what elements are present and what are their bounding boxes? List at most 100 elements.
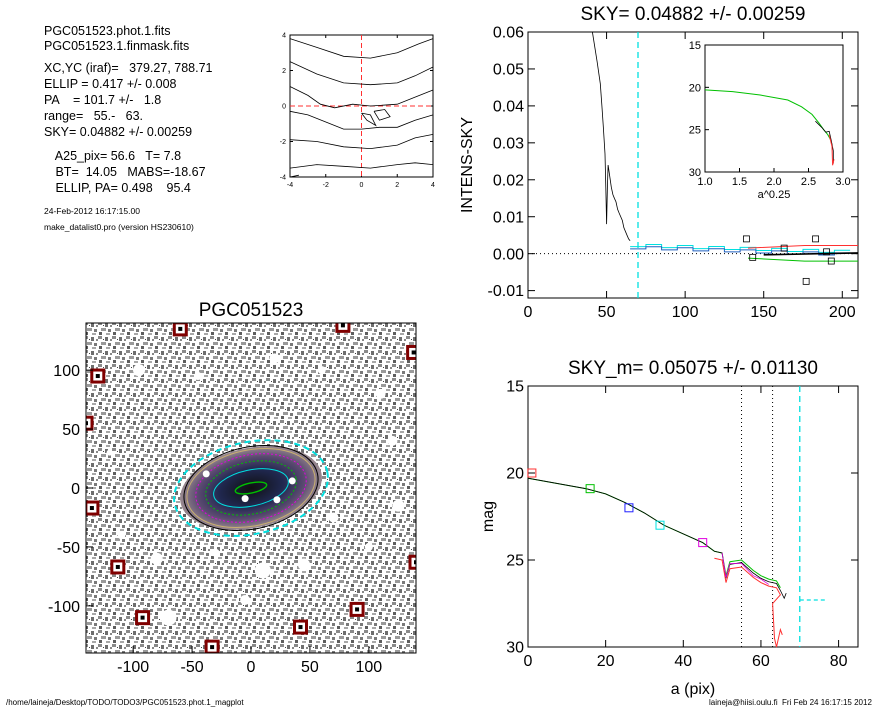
star-mask bbox=[392, 499, 405, 512]
blue-step-profile bbox=[630, 246, 851, 256]
sky-sample-point bbox=[749, 253, 757, 261]
y-tick-label: 50 bbox=[62, 422, 80, 439]
mask-square-center bbox=[89, 506, 94, 511]
x-tick-label: 40 bbox=[674, 653, 692, 670]
star-mask bbox=[117, 531, 126, 540]
plot-frame bbox=[527, 31, 859, 299]
y-tick-label: 0.00 bbox=[493, 246, 524, 263]
y-tick-label: 30 bbox=[506, 640, 524, 657]
sky-sample-point bbox=[802, 277, 810, 285]
star-mask bbox=[241, 495, 249, 503]
footer-user: laineja@hiisi.oulu.fi Fri Feb 24 16:17:1… bbox=[709, 698, 872, 707]
x-tick-label: 200 bbox=[829, 304, 856, 321]
mask-square-center bbox=[115, 564, 120, 569]
star-mask bbox=[202, 470, 210, 478]
star-mask bbox=[273, 496, 281, 504]
isophote-marker bbox=[698, 538, 708, 548]
star-mask bbox=[298, 558, 311, 571]
y-axis-label: mag bbox=[480, 501, 497, 532]
inset-profile-black bbox=[815, 120, 834, 164]
star-mask bbox=[254, 562, 271, 579]
x-axis-label: a (pix) bbox=[671, 681, 715, 698]
isophote-ellipse bbox=[186, 447, 316, 529]
y-tick-label: 0 bbox=[71, 481, 80, 498]
mask-square-center bbox=[95, 374, 100, 379]
mask-square-center bbox=[411, 350, 416, 355]
x-tick-label: -2 bbox=[323, 182, 329, 189]
header-line: ELLIP = 0.417 +/- 0.008 bbox=[44, 77, 177, 91]
inset-y-tick-label: 20 bbox=[689, 82, 701, 94]
chart-title: SKY_m= 0.05075 +/- 0.01130 bbox=[568, 358, 818, 379]
chart-title: PGC051523 bbox=[199, 300, 304, 321]
star-mask bbox=[375, 388, 386, 399]
sky-sample-point bbox=[812, 235, 819, 243]
y-tick-label: 0.06 bbox=[493, 25, 524, 42]
mag-profile-magenta bbox=[721, 552, 769, 585]
inset-profile-green bbox=[704, 89, 833, 146]
mean-sky-line bbox=[763, 252, 859, 256]
mag-profile-green bbox=[527, 477, 781, 589]
sky-sample-point bbox=[823, 248, 830, 256]
star-mask bbox=[160, 609, 177, 626]
isophote-ellipse bbox=[213, 468, 289, 508]
x-tick-label: 0 bbox=[247, 659, 256, 676]
y-tick-label: 15 bbox=[506, 379, 524, 396]
image-area bbox=[86, 323, 416, 653]
star-mask bbox=[133, 364, 146, 377]
isophote-marker bbox=[585, 484, 595, 494]
y-tick-label: -0.01 bbox=[488, 283, 525, 300]
mask-square-center bbox=[140, 615, 145, 620]
inset-y-tick-label: 25 bbox=[689, 125, 701, 137]
x-tick-label: 60 bbox=[752, 653, 770, 670]
star-mask bbox=[288, 477, 296, 485]
contour-line bbox=[289, 110, 434, 130]
header-date: 24-Feb-2012 16:17:15.00 bbox=[44, 206, 140, 216]
y-tick-label: 0.01 bbox=[493, 209, 524, 226]
red-level-line bbox=[747, 245, 858, 249]
inset-x-tick-label: 1.0 bbox=[697, 176, 712, 188]
contour-line bbox=[289, 38, 434, 59]
header-line: PGC051523.phot.1.fits bbox=[44, 24, 171, 38]
inset-x-tick-label: 1.5 bbox=[732, 176, 747, 188]
mask-square bbox=[408, 554, 416, 570]
inset-x-tick-label: 2.5 bbox=[801, 176, 816, 188]
star-mask bbox=[211, 548, 220, 557]
x-tick-label: -50 bbox=[181, 659, 204, 676]
inset-x-tick-label: 2.0 bbox=[766, 176, 781, 188]
contour-line bbox=[289, 134, 434, 150]
contour-line bbox=[289, 174, 299, 178]
x-tick-label: 20 bbox=[597, 653, 615, 670]
x-tick-label: 50 bbox=[598, 304, 616, 321]
y-axis-label: INTENS-SKY bbox=[459, 117, 476, 213]
x-tick-label: 50 bbox=[301, 659, 319, 676]
header-program: make_datalist0.pro (version HS230610) bbox=[44, 222, 194, 232]
x-tick-label: 4 bbox=[431, 182, 435, 189]
x-tick-label: 2 bbox=[395, 182, 399, 189]
star-mask bbox=[269, 353, 280, 364]
green-level-line bbox=[747, 257, 858, 262]
isophote-ellipse bbox=[205, 460, 297, 516]
y-tick-label: 25 bbox=[506, 553, 524, 570]
header-line: range= 55.- 63. bbox=[44, 109, 144, 123]
x-tick-label: 100 bbox=[672, 304, 699, 321]
star-mask bbox=[317, 366, 326, 375]
x-tick-label: 80 bbox=[830, 653, 848, 670]
y-tick-label: -4 bbox=[280, 174, 286, 181]
star-mask bbox=[387, 435, 398, 446]
sky-sample-point bbox=[743, 235, 750, 243]
isophote-marker bbox=[655, 520, 665, 530]
x-tick-label: 150 bbox=[750, 304, 777, 321]
isophote-ellipse bbox=[173, 439, 329, 537]
x-tick-label: 0 bbox=[360, 182, 364, 189]
x-tick-label: -100 bbox=[117, 659, 149, 676]
y-tick-label: -100 bbox=[48, 599, 80, 616]
star-mask bbox=[193, 372, 202, 381]
contour-line bbox=[289, 86, 434, 109]
chart-title: SKY= 0.04882 +/- 0.00259 bbox=[580, 4, 805, 25]
y-tick-label: 0.02 bbox=[493, 172, 524, 189]
isophote-ellipse bbox=[195, 453, 307, 523]
cyan-step-profile bbox=[630, 244, 851, 253]
